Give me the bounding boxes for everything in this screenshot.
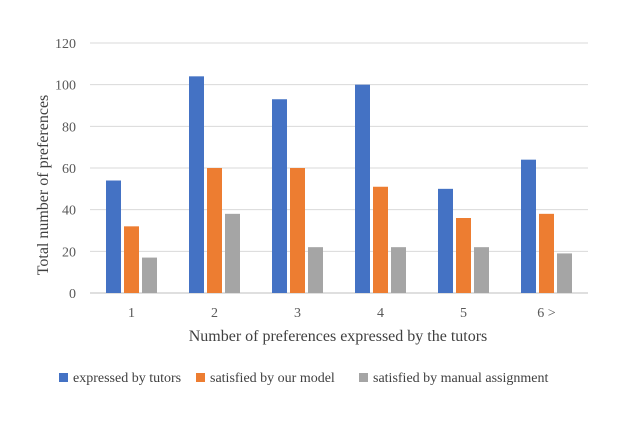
bar-satisfied-by-manual-assignment-3 — [391, 247, 406, 293]
bar-expressed-by-tutors-5 — [521, 159, 536, 293]
y-tick-label: 20 — [62, 245, 76, 260]
bar-expressed-by-tutors-3 — [355, 84, 370, 294]
y-tick-label: 100 — [55, 79, 76, 94]
bar-satisfied-by-manual-assignment-2 — [308, 247, 323, 293]
x-axis-ticks: 1 2 3 4 5 6 > — [128, 306, 556, 321]
bar-satisfied-by-manual-assignment-5 — [557, 253, 572, 293]
legend-swatch — [59, 373, 68, 382]
x-tick-label: 4 — [377, 306, 384, 321]
bars — [106, 76, 572, 294]
gridlines — [90, 42, 588, 294]
x-tick-label: 3 — [294, 306, 301, 321]
y-axis-ticks: 0 20 40 60 80 100 120 — [55, 37, 76, 302]
bar-satisfied-by-our-model-3 — [373, 186, 388, 293]
y-tick-label: 80 — [62, 120, 76, 135]
bar-satisfied-by-our-model-2 — [290, 168, 305, 293]
y-tick-label: 60 — [62, 162, 76, 177]
y-tick-label: 40 — [62, 204, 76, 219]
bar-satisfied-by-our-model-1 — [207, 168, 222, 293]
bar-satisfied-by-our-model-4 — [456, 218, 471, 293]
legend-label: satisfied by manual assignment — [373, 371, 548, 386]
x-tick-label: 5 — [460, 306, 467, 321]
bar-satisfied-by-our-model-5 — [539, 213, 554, 293]
legend-label: satisfied by our model — [210, 371, 335, 386]
bar-satisfied-by-manual-assignment-0 — [142, 257, 157, 293]
bar-satisfied-by-manual-assignment-4 — [474, 247, 489, 293]
legend-swatch — [359, 373, 368, 382]
x-tick-label: 6 > — [537, 306, 556, 321]
legend-label: expressed by tutors — [73, 371, 181, 386]
bar-expressed-by-tutors-0 — [106, 180, 121, 293]
y-tick-label: 120 — [55, 37, 76, 52]
bar-expressed-by-tutors-2 — [272, 99, 287, 293]
bar-satisfied-by-manual-assignment-1 — [225, 213, 240, 293]
bar-expressed-by-tutors-4 — [438, 188, 453, 293]
legend-swatch — [196, 373, 205, 382]
bar-satisfied-by-our-model-0 — [124, 226, 139, 293]
legend: expressed by tutors satisfied by our mode… — [59, 371, 548, 386]
x-axis-title: Number of preferences expressed by the t… — [189, 328, 488, 345]
bar-expressed-by-tutors-1 — [189, 76, 204, 293]
x-tick-label: 2 — [211, 306, 218, 321]
y-axis-title: Total number of preferences — [35, 95, 52, 276]
x-tick-label: 1 — [128, 306, 135, 321]
y-tick-label: 0 — [69, 287, 76, 302]
